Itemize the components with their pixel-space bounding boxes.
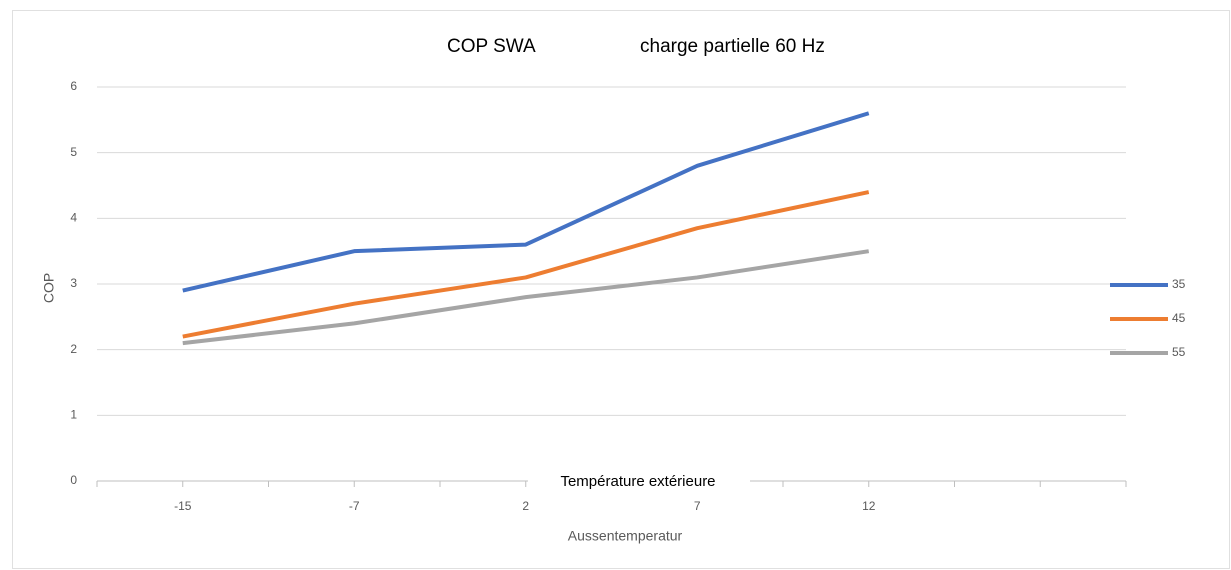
annotation-bg: [528, 472, 750, 492]
x-tick-label: 12: [862, 499, 876, 513]
x-tick-label: -7: [349, 499, 360, 513]
chart-subtitle: charge partielle 60 Hz: [640, 36, 825, 57]
y-tick-label: 3: [70, 276, 77, 290]
y-tick-label: 4: [70, 211, 77, 225]
legend-label: 35: [1172, 277, 1186, 291]
chart-title: COP SWA: [447, 36, 536, 57]
x-tick-label: 2: [522, 499, 529, 513]
legend-label: 45: [1172, 311, 1186, 325]
y-tick-label: 2: [70, 342, 77, 356]
annotation: Température extérieure: [560, 473, 715, 490]
legend-label: 55: [1172, 345, 1186, 359]
y-tick-label: 0: [70, 473, 77, 487]
series-line: [182, 111, 870, 293]
y-tick-label: 6: [70, 79, 77, 93]
y-axis-label: COP: [41, 273, 57, 303]
x-tick-label: -15: [174, 499, 192, 513]
series-line: [182, 249, 870, 346]
x-axis-label: Aussentemperatur: [568, 528, 683, 544]
y-tick-label: 5: [70, 145, 77, 159]
x-tick-label: 7: [694, 499, 701, 513]
y-tick-label: 1: [70, 408, 77, 422]
series-line: [182, 190, 870, 339]
